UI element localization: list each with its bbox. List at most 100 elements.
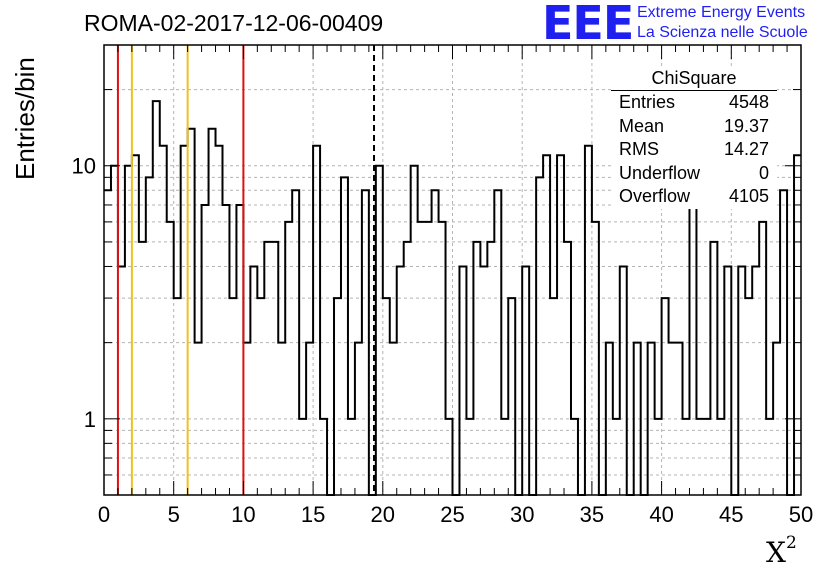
histogram-bin — [376, 166, 383, 495]
stats-row-mean: Mean 19.37 — [619, 115, 769, 136]
histogram-bin — [710, 242, 717, 495]
histogram-bin — [655, 419, 662, 495]
histogram-bin — [696, 419, 703, 495]
histogram-bin — [473, 242, 480, 495]
x-axis-label: X2 — [766, 532, 797, 569]
histogram-bin — [306, 343, 313, 495]
stats-row-overflow: Overflow 4105 — [619, 186, 769, 206]
histogram-bin — [676, 343, 683, 495]
histogram-bin — [683, 419, 690, 495]
histogram-bin — [773, 343, 780, 495]
histogram-bin — [606, 343, 613, 495]
histogram-bin — [543, 155, 550, 495]
histogram-bin — [717, 419, 724, 495]
histogram-bin — [167, 222, 174, 495]
histogram-bin — [648, 343, 655, 495]
histogram-bin — [139, 242, 146, 495]
histogram-bin — [620, 266, 627, 495]
histogram-line — [104, 100, 801, 496]
histogram-bin — [404, 242, 411, 495]
histogram-bin — [264, 242, 271, 495]
histogram-bin — [634, 343, 641, 495]
axis-ticks — [103, 45, 802, 495]
x-tick-label: 30 — [510, 502, 534, 527]
histogram-bin — [794, 155, 801, 495]
histogram-bin — [689, 205, 696, 495]
x-tick-label: 15 — [301, 502, 325, 527]
histogram-bin — [550, 298, 557, 495]
histogram-bin — [195, 343, 202, 495]
x-tick-label: 5 — [168, 502, 180, 527]
histogram-bin — [738, 266, 745, 495]
histogram-bin — [501, 419, 508, 495]
histogram-bin — [278, 343, 285, 495]
histogram-bin — [480, 266, 487, 495]
histogram-bin — [508, 298, 515, 495]
histogram-bin — [236, 205, 243, 495]
histogram-bin — [229, 298, 236, 495]
stats-row-rms: RMS 14.27 — [619, 139, 769, 159]
histogram-bin — [411, 166, 418, 495]
histogram-bin — [188, 129, 195, 495]
histogram-bin — [299, 419, 306, 495]
y-tick-label: 10 — [72, 154, 96, 179]
histogram-bin — [459, 266, 466, 495]
reference-lines — [116, 45, 376, 495]
histogram-bin — [160, 146, 167, 495]
histogram-bin — [662, 298, 669, 495]
histogram-bin — [571, 419, 578, 495]
histogram-bin — [222, 205, 229, 495]
histogram-bin — [292, 190, 299, 495]
histogram-bin — [341, 177, 348, 495]
histogram-bin — [271, 242, 278, 495]
histogram-bin — [766, 419, 773, 495]
histogram-bin — [243, 343, 250, 495]
histogram-bin — [174, 298, 181, 495]
histogram-bin — [320, 419, 327, 495]
tick-labels: 0 5 10 15 20 25 30 35 40 45 50 1 10 — [72, 154, 814, 527]
histogram-bin — [146, 177, 153, 495]
x-tick-label: 40 — [649, 502, 673, 527]
histogram-bin — [585, 146, 592, 495]
x-tick-label: 10 — [231, 502, 255, 527]
histogram-bin — [557, 155, 564, 495]
x-tick-label: 20 — [371, 502, 395, 527]
histogram-bin — [132, 155, 139, 495]
histogram-bin — [446, 419, 453, 495]
y-tick-label: 1 — [84, 407, 96, 432]
histogram-bin — [111, 166, 118, 495]
histogram-bin — [202, 205, 209, 495]
x-tick-label: 45 — [719, 502, 743, 527]
histogram-bin — [397, 266, 404, 495]
histogram-bin — [250, 266, 257, 495]
histogram-bin — [466, 419, 473, 495]
histogram-series — [104, 100, 801, 496]
histogram-bin — [418, 222, 425, 495]
x-tick-label: 25 — [440, 502, 464, 527]
stats-title: ChiSquare — [611, 66, 777, 91]
x-tick-label: 0 — [98, 502, 110, 527]
histogram-bin — [334, 298, 341, 495]
histogram-bin — [669, 343, 676, 495]
histogram-bin — [209, 129, 216, 495]
histogram-bin — [759, 222, 766, 495]
histogram-bin — [313, 146, 320, 495]
histogram-bin — [257, 298, 264, 495]
histogram-bin — [522, 266, 529, 495]
histogram-bin — [536, 177, 543, 495]
histogram-bin — [432, 190, 439, 495]
histogram-bin — [703, 419, 710, 495]
x-tick-label: 50 — [789, 502, 813, 527]
run-title: ROMA-02-2017-12-06-00409 — [84, 10, 384, 36]
histogram-bin — [724, 266, 731, 495]
histogram-bin — [613, 419, 620, 495]
logo-tagline-2: La Scienza nelle Scuole — [637, 24, 808, 41]
histogram-bin — [487, 242, 494, 495]
stats-row-underflow: Underflow 0 — [619, 162, 769, 183]
histogram-bin — [153, 101, 160, 495]
histogram-bin — [745, 298, 752, 495]
histogram-bin — [439, 222, 446, 495]
histogram-bin — [285, 222, 292, 495]
histogram-bin — [425, 222, 432, 495]
